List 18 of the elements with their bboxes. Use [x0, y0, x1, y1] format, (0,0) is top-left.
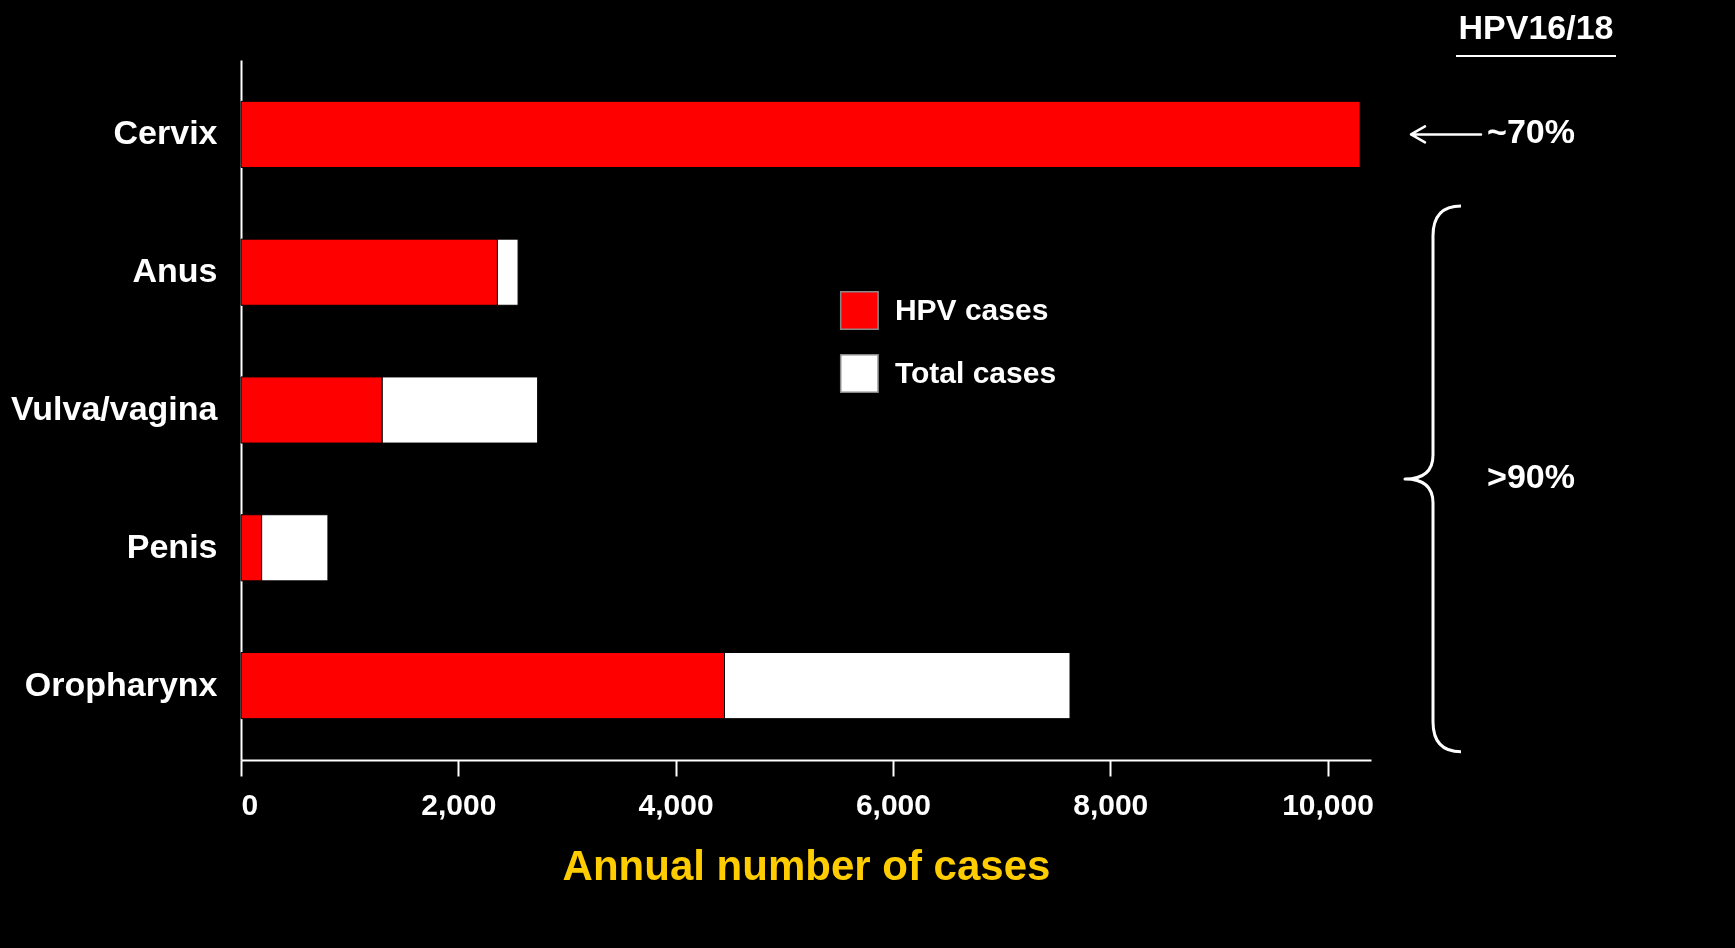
x-tick-label: 4,000 [638, 787, 714, 821]
text: HPV16/18 [1458, 7, 1614, 46]
x-tick-label: 10,000 [1282, 787, 1374, 821]
x-axis-title: Annual number of cases [562, 841, 1051, 889]
x-tick-label: 6,000 [855, 787, 931, 821]
bar [240, 100, 1361, 168]
y-tick-label: Vulva/vagina [10, 389, 219, 427]
x-tick-label: 2,000 [421, 787, 497, 821]
legend-label: HPV cases [894, 292, 1049, 326]
y-tick-label: Penis [126, 526, 218, 565]
x-tick-label: 8,000 [1073, 787, 1149, 821]
x-tick-label: 0 [241, 787, 259, 821]
legend-label: Total cases [894, 355, 1057, 389]
y-tick-label: Oropharynx [24, 664, 218, 703]
text: >90% [1487, 456, 1575, 495]
y-tick-label: Cervix [113, 113, 218, 152]
text: ~70% [1487, 112, 1575, 151]
y-tick-label: Anus [132, 251, 218, 290]
